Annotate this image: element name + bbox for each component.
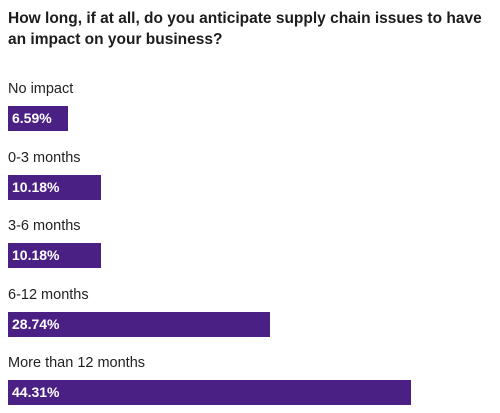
- category-label: 3-6 months: [8, 218, 81, 234]
- bar: [8, 243, 101, 268]
- bar: [8, 174, 101, 200]
- bar-value-label: 44.31%: [12, 384, 60, 400]
- category-label: 6-12 months: [8, 286, 89, 303]
- bar-value-label: 28.74%: [12, 315, 60, 332]
- bar-value-label: 10.18%: [12, 247, 60, 263]
- bar: [8, 106, 68, 131]
- bar-value-label: 10.18%: [12, 178, 60, 195]
- category-label: More than 12 months: [8, 355, 146, 371]
- category-label: 0-3 months: [8, 149, 81, 166]
- bar-value-label: 6.59%: [12, 110, 52, 126]
- bar: [8, 311, 270, 337]
- category-label: No impact: [8, 81, 74, 97]
- bar: [8, 380, 411, 405]
- chart-title: How long, if at all, do you anticipate s…: [8, 10, 482, 48]
